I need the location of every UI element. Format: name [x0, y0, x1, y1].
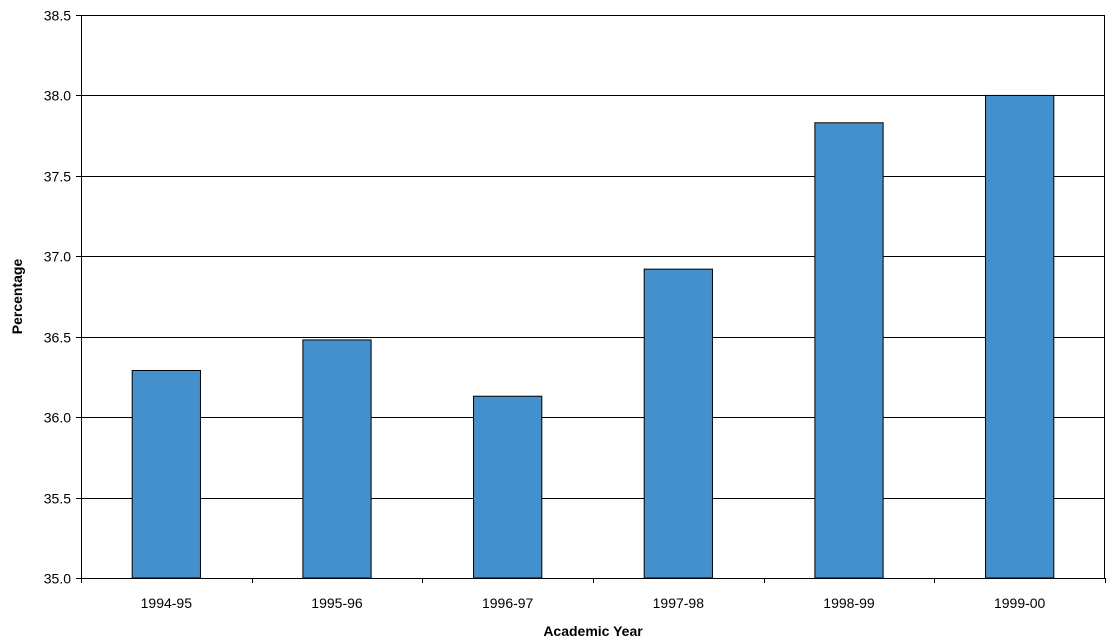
bar-1994-95: [131, 369, 201, 579]
y-tick-label: 37.0: [44, 249, 71, 265]
x-tick-label: 1999-00: [994, 595, 1046, 611]
y-tick-label: 36.5: [44, 330, 71, 346]
y-tick-label: 37.5: [44, 169, 71, 185]
x-tick-label: 1996-97: [482, 595, 534, 611]
gridlines: [81, 15, 1105, 499]
y-tick-labels: 35.0 35.5 36.0 36.5 37.0 37.5 38.0 38.5: [44, 8, 71, 587]
bar-1995-96: [302, 339, 372, 579]
x-tick-label: 1995-96: [311, 595, 363, 611]
x-tick-label: 1998-99: [823, 595, 875, 611]
bar-1998-99: [814, 122, 884, 579]
y-tick-label: 36.0: [44, 410, 71, 426]
bar-1997-98: [643, 268, 713, 579]
y-tick-label: 35.5: [44, 491, 71, 507]
x-tick-label: 1997-98: [653, 595, 705, 611]
bar-1999-00: [985, 94, 1055, 579]
x-tick-label: 1994-95: [141, 595, 193, 611]
y-tick-label: 38.0: [44, 88, 71, 104]
y-tick-label: 35.0: [44, 571, 71, 587]
bar-1996-97: [473, 395, 543, 579]
y-tick-label: 38.5: [44, 8, 71, 24]
y-axis-title: Percentage: [9, 259, 25, 335]
x-tick-labels: 1994-95 1995-96 1996-97 1997-98 1998-99 1999-…: [141, 595, 1046, 611]
axes: [76, 15, 1106, 583]
bars: [131, 94, 1055, 579]
x-axis-title: Academic Year: [543, 623, 643, 639]
